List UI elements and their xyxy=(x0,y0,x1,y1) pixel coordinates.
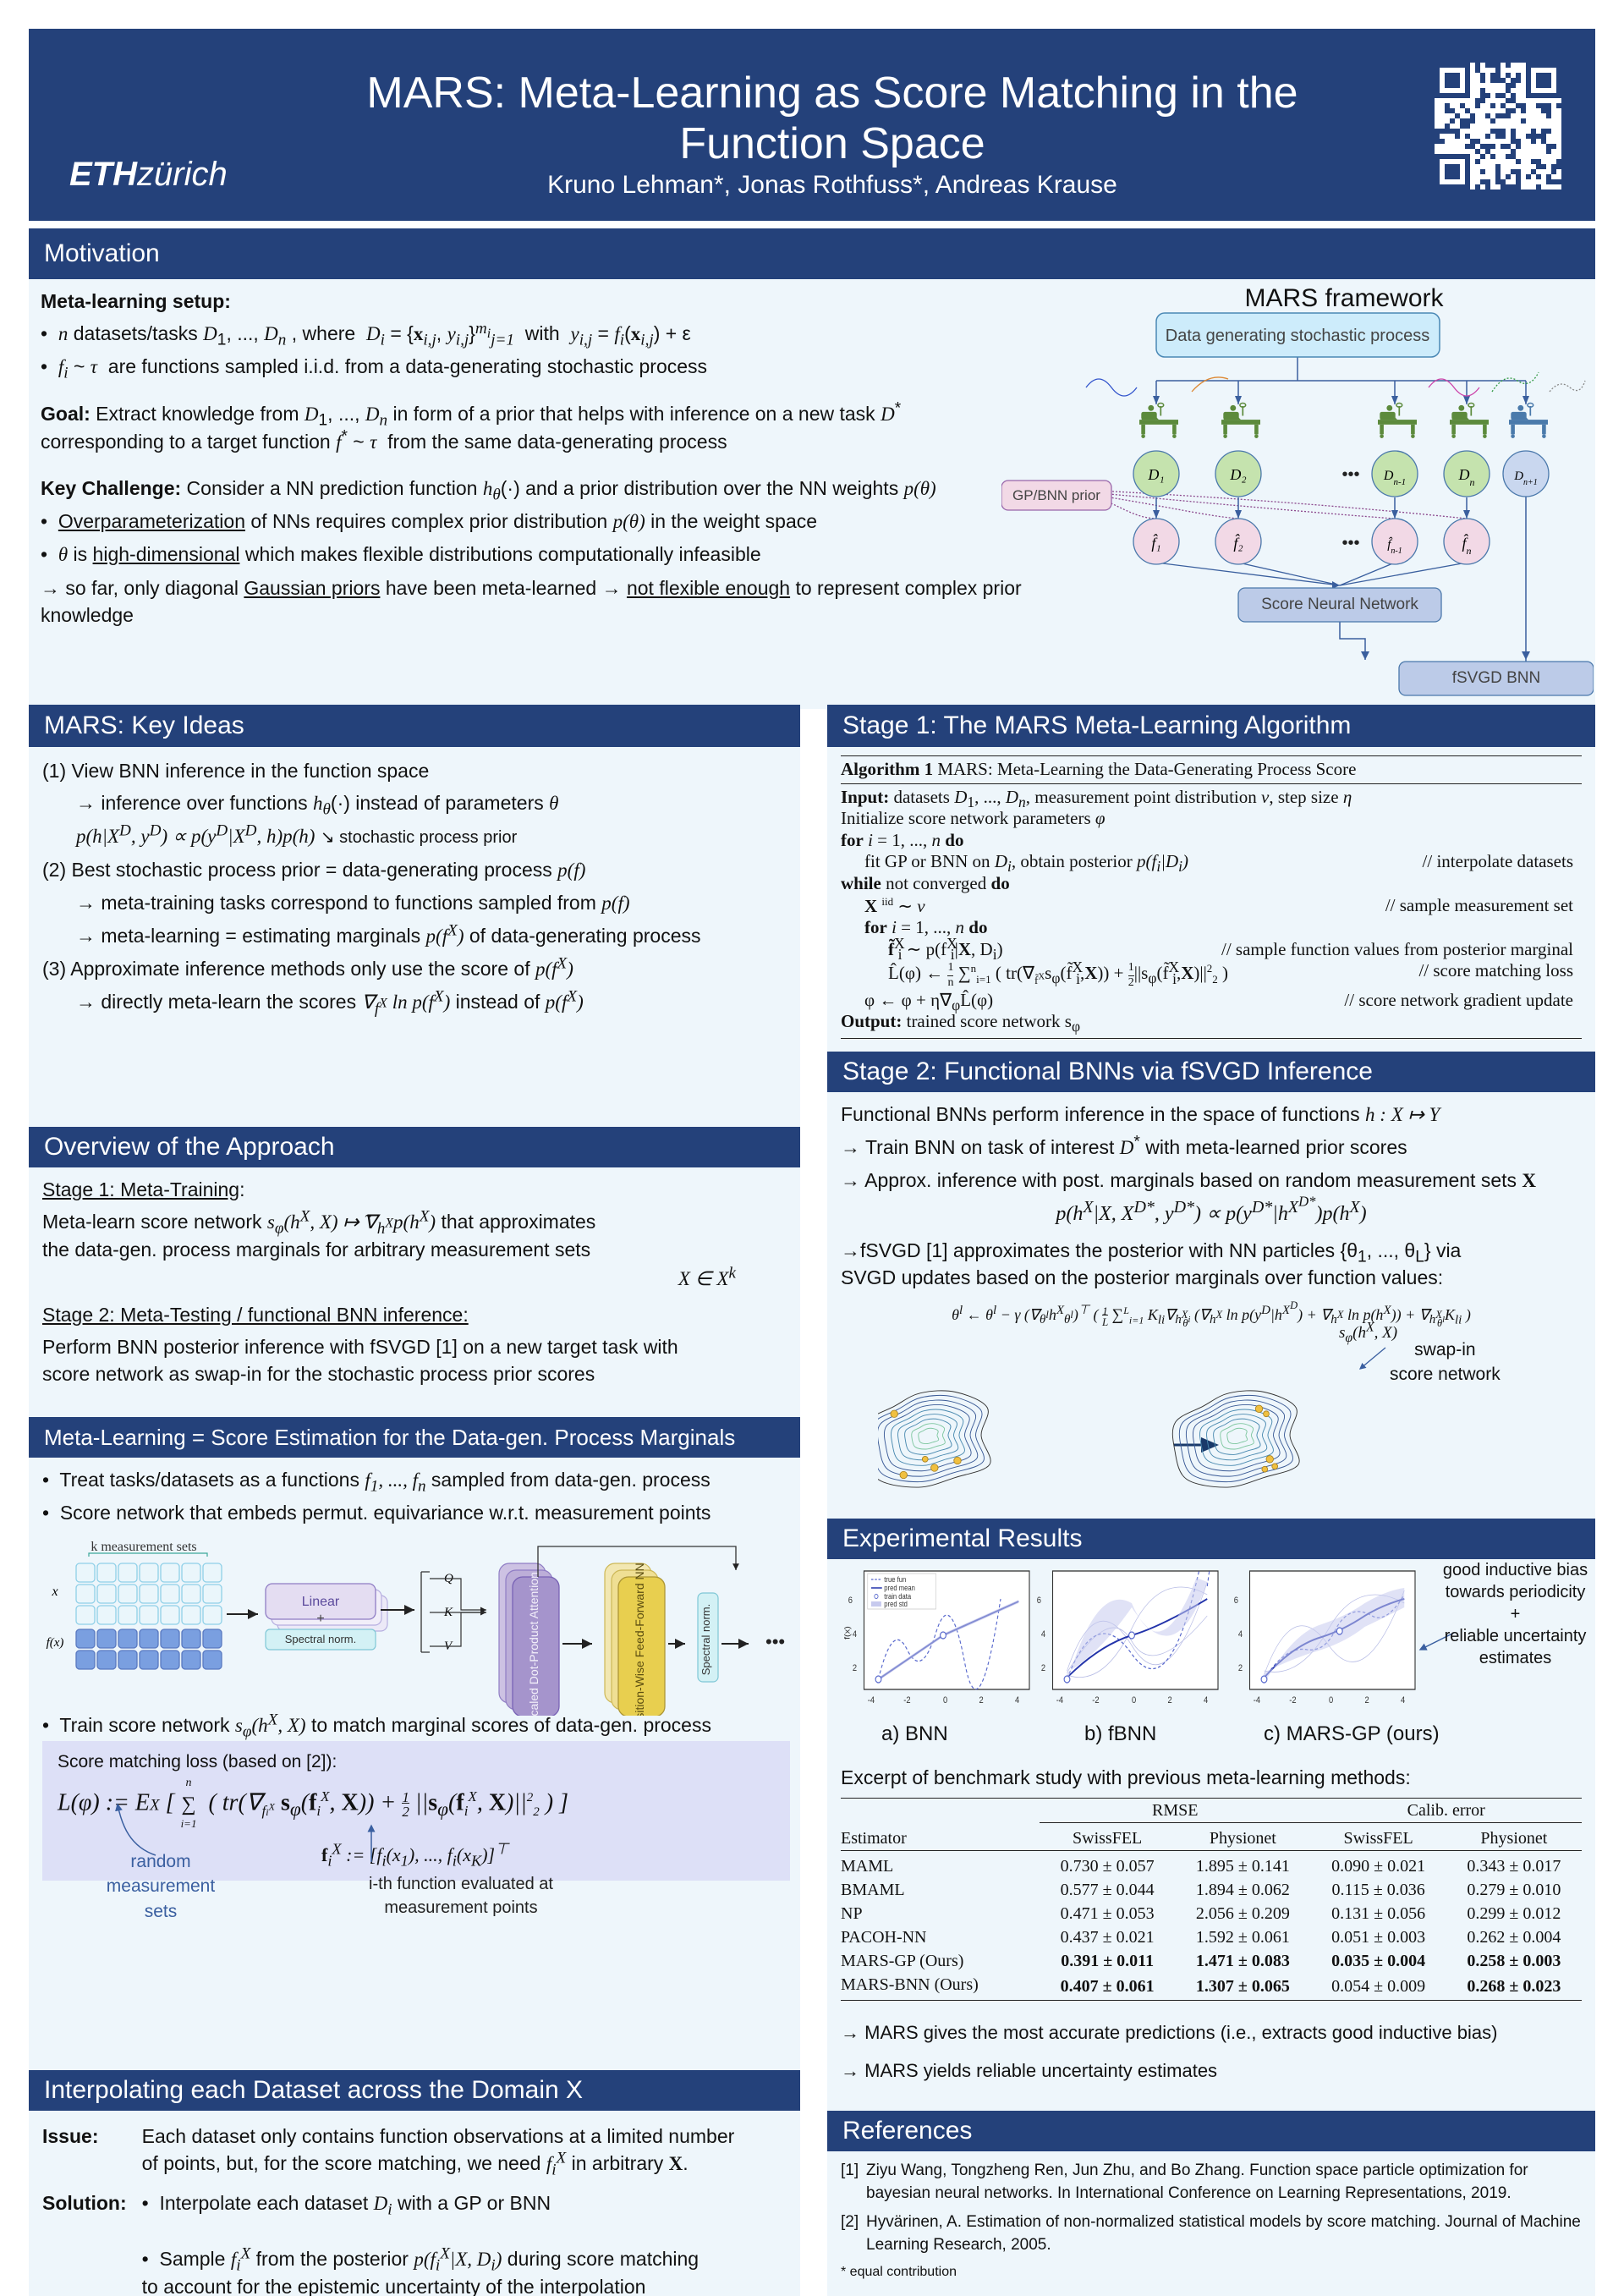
svg-text:4: 4 xyxy=(1041,1629,1045,1640)
svg-text:fSVGD BNN: fSVGD BNN xyxy=(1452,669,1541,687)
svg-text:-2: -2 xyxy=(1289,1695,1297,1706)
svg-text:6: 6 xyxy=(1234,1596,1238,1606)
svg-text:x: x xyxy=(51,1585,58,1599)
svg-text:-2: -2 xyxy=(1092,1695,1100,1706)
svg-text:2: 2 xyxy=(979,1695,984,1706)
svg-text:f̂₂: f̂₂ xyxy=(1233,534,1243,552)
svg-text:+: + xyxy=(316,1612,324,1626)
svg-text:4: 4 xyxy=(1238,1629,1243,1640)
svg-text:2: 2 xyxy=(1365,1695,1369,1706)
svg-text:-4: -4 xyxy=(868,1695,875,1706)
svg-text:6: 6 xyxy=(1037,1596,1041,1606)
svg-text:Spectral norm.: Spectral norm. xyxy=(700,1604,712,1676)
svg-text:0: 0 xyxy=(1329,1695,1333,1706)
svg-text:-4: -4 xyxy=(1254,1695,1261,1706)
svg-text:Data generating stochastic pro: Data generating stochastic process xyxy=(1166,327,1429,345)
svg-text:2: 2 xyxy=(1041,1663,1045,1673)
svg-text:Spectral norm.: Spectral norm. xyxy=(285,1633,357,1645)
svg-text:f̂₁: f̂₁ xyxy=(1151,534,1160,552)
svg-text:-4: -4 xyxy=(1056,1695,1064,1706)
svg-text:6: 6 xyxy=(848,1596,853,1606)
svg-text:D₁: D₁ xyxy=(1147,466,1164,483)
svg-text:pred std: pred std xyxy=(884,1599,908,1608)
svg-text:Linear: Linear xyxy=(302,1595,340,1609)
svg-text:D₂: D₂ xyxy=(1229,466,1246,483)
svg-text:k measurement sets: k measurement sets xyxy=(91,1540,196,1554)
svg-text:•••: ••• xyxy=(765,1631,785,1652)
svg-text:f(x): f(x) xyxy=(843,1626,852,1640)
svg-text:•••: ••• xyxy=(1341,465,1359,484)
svg-text:2: 2 xyxy=(853,1663,857,1673)
svg-text:f(x): f(x) xyxy=(47,1636,64,1650)
svg-text:2: 2 xyxy=(1168,1695,1172,1706)
svg-text:GP/BNN prior: GP/BNN prior xyxy=(1012,487,1100,503)
svg-text:Score Neural Network: Score Neural Network xyxy=(1261,596,1418,613)
svg-text:2: 2 xyxy=(1238,1663,1243,1673)
svg-text:0: 0 xyxy=(1132,1695,1136,1706)
svg-text:4: 4 xyxy=(1204,1695,1208,1706)
svg-text:Position-Wise Feed-Forward NN: Position-Wise Feed-Forward NN xyxy=(633,1563,646,1716)
svg-text:-2: -2 xyxy=(903,1695,911,1706)
svg-text:Scaled Dot-Product Attention: Scaled Dot-Product Attention xyxy=(527,1572,540,1716)
svg-text:4: 4 xyxy=(1401,1695,1405,1706)
svg-text:0: 0 xyxy=(943,1695,947,1706)
svg-text:•••: ••• xyxy=(1341,534,1359,552)
svg-text:4: 4 xyxy=(853,1629,857,1640)
svg-text:4: 4 xyxy=(1015,1695,1019,1706)
